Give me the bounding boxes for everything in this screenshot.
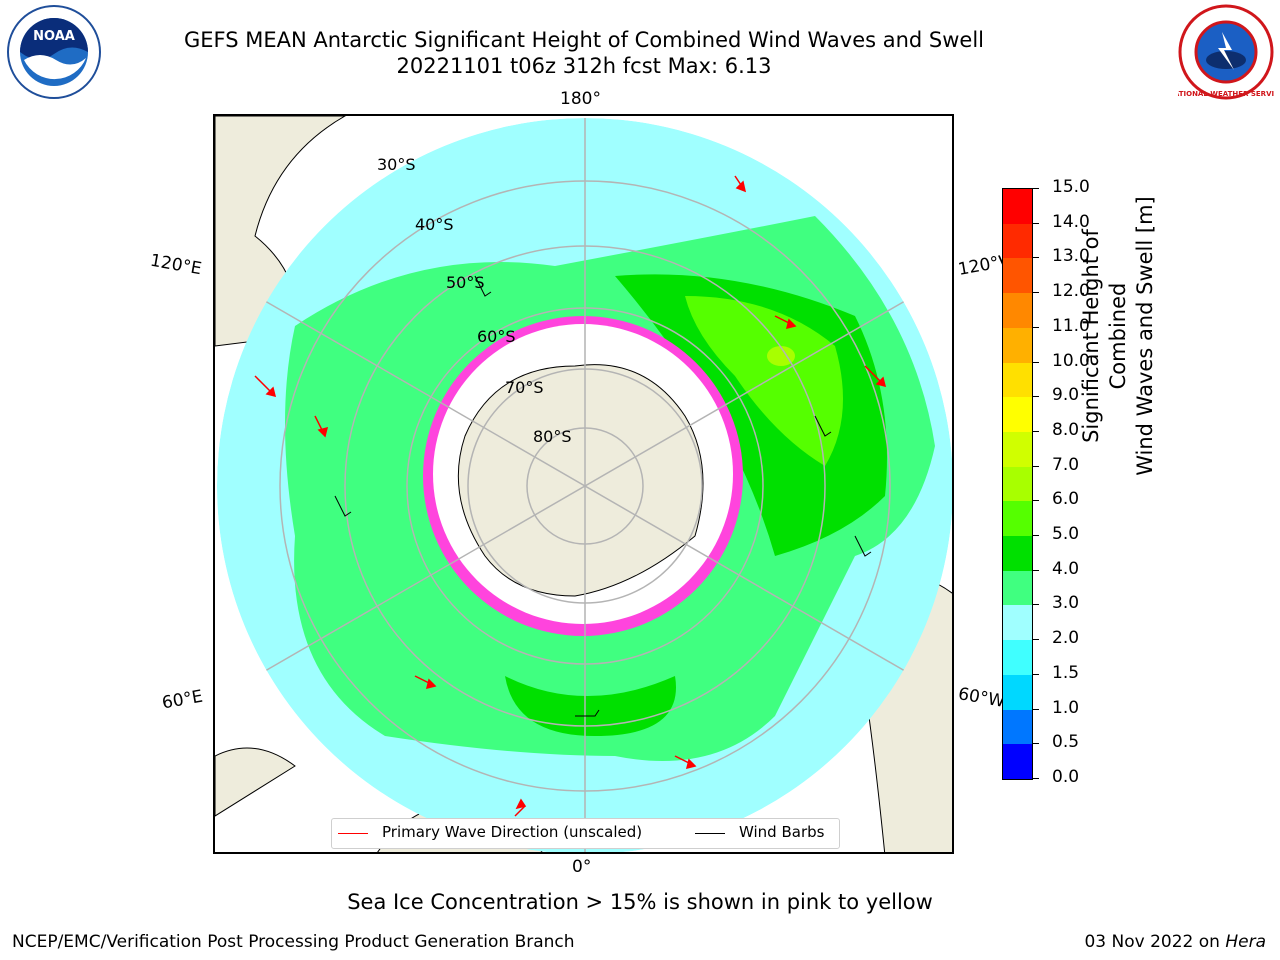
colorbar-tick-mark xyxy=(1033,743,1039,745)
colorbar-tick-label: 10.0 xyxy=(1052,350,1090,371)
colorbar-segment xyxy=(1003,189,1032,224)
colorbar-segment xyxy=(1003,327,1032,363)
colorbar-segment xyxy=(1003,258,1032,294)
lon-label-0: 0° xyxy=(572,857,592,877)
colorbar-tick-mark xyxy=(1033,708,1039,710)
legend-wave-label: Primary Wave Direction (unscaled) xyxy=(382,823,643,841)
colorbar-tick-label: 8.0 xyxy=(1052,419,1080,440)
colorbar-segment xyxy=(1003,709,1032,745)
lon-label-120e: 120°E xyxy=(148,250,204,280)
colorbar-tick-mark xyxy=(1033,535,1039,537)
colorbar-tick-mark xyxy=(1033,430,1039,432)
colorbar-tick-label: 15.0 xyxy=(1052,177,1090,197)
colorbar-tick-label: 0.5 xyxy=(1052,732,1080,753)
antarctica-landmass xyxy=(457,364,704,597)
legend-wind-label: Wind Barbs xyxy=(739,823,825,841)
lat-label-80s: 80°S xyxy=(533,427,572,446)
lat-label-30s: 30°S xyxy=(377,155,416,174)
colorbar-segment xyxy=(1003,640,1032,675)
colorbar-tick-mark xyxy=(1033,188,1039,189)
colorbar-tick-mark xyxy=(1033,639,1039,641)
legend-wave-swatch xyxy=(338,833,368,834)
footer-date-text: 03 Nov 2022 on xyxy=(1084,932,1226,952)
colorbar-segment xyxy=(1003,570,1032,606)
lat-label-50s: 50°S xyxy=(446,273,485,292)
lon-label-60w: 60°W xyxy=(956,684,1007,712)
wave-zone-3-4m-west xyxy=(295,536,375,622)
colorbar-label: Significant Height of Combined Wind Wave… xyxy=(1078,186,1159,486)
footer-credit: NCEP/EMC/Verification Post Processing Pr… xyxy=(12,932,575,952)
colorbar-tick-mark xyxy=(1033,222,1039,224)
lat-label-40s: 40°S xyxy=(415,215,454,234)
madagascar-landmass xyxy=(215,747,296,817)
colorbar-segment xyxy=(1003,744,1032,779)
map-legend: Primary Wave Direction (unscaled) Wind B… xyxy=(331,818,840,849)
legend-wind-swatch xyxy=(695,833,725,834)
colorbar-tick-label: 14.0 xyxy=(1052,211,1090,232)
colorbar-tick-label: 11.0 xyxy=(1052,315,1090,336)
colorbar-tick-mark xyxy=(1033,604,1039,606)
noaa-logo-icon: NOAA xyxy=(7,5,101,99)
colorbar-tick-mark xyxy=(1033,778,1039,779)
colorbar-segment xyxy=(1003,501,1032,537)
colorbar-tick-mark xyxy=(1033,257,1039,259)
colorbar-segment xyxy=(1003,674,1032,710)
sea-ice-note: Sea Ice Concentration > 15% is shown in … xyxy=(347,890,933,914)
colorbar-segment xyxy=(1003,397,1032,432)
wind-barbs xyxy=(334,275,872,717)
colorbar-tick-mark xyxy=(1033,361,1039,363)
lon-label-60e: 60°E xyxy=(160,686,205,714)
polar-map: 30°S 40°S 50°S 60°S 70°S 80°S xyxy=(215,116,952,852)
colorbar-segment xyxy=(1003,431,1032,467)
colorbar-tick-mark xyxy=(1033,673,1039,675)
colorbar-tick-mark xyxy=(1033,326,1039,328)
colorbar-tick-label: 13.0 xyxy=(1052,246,1090,267)
wave-zone-6-7m xyxy=(767,346,795,366)
colorbar-tick-mark xyxy=(1033,569,1039,571)
lat-label-70s: 70°S xyxy=(505,378,544,397)
colorbar-tick-label: 3.0 xyxy=(1052,593,1080,614)
nws-logo-text: NATIONAL WEATHER SERVICE xyxy=(1178,90,1274,98)
colorbar-tick-label: 6.0 xyxy=(1052,489,1080,510)
colorbar xyxy=(1002,188,1033,780)
colorbar-tick-mark xyxy=(1033,292,1039,294)
national-weather-service-logo-icon: NATIONAL WEATHER SERVICE xyxy=(1178,4,1274,100)
lon-label-180: 180° xyxy=(560,89,601,109)
colorbar-segment xyxy=(1003,223,1032,259)
colorbar-tick-mark xyxy=(1033,500,1039,502)
colorbar-tick-label: 4.0 xyxy=(1052,558,1080,579)
colorbar-label-line2: Wind Waves and Swell [m] xyxy=(1133,196,1157,476)
colorbar-tick-label: 1.5 xyxy=(1052,662,1080,683)
colorbar-segment xyxy=(1003,293,1032,328)
lat-label-60s: 60°S xyxy=(477,327,516,346)
map-panel: 30°S 40°S 50°S 60°S 70°S 80°S xyxy=(213,114,954,854)
colorbar-tick-label: 0.0 xyxy=(1052,767,1080,787)
chart-title: GEFS MEAN Antarctic Significant Height o… xyxy=(183,28,985,52)
graticule xyxy=(217,118,952,852)
colorbar-tick-mark xyxy=(1033,396,1039,398)
colorbar-tick-label: 7.0 xyxy=(1052,454,1080,475)
colorbar-segment xyxy=(1003,536,1032,571)
colorbar-tick-label: 12.0 xyxy=(1052,281,1090,302)
colorbar-label-line1: Significant Height of Combined xyxy=(1079,229,1130,443)
footer-host: Hera xyxy=(1225,932,1266,952)
wave-direction-arrows xyxy=(254,175,887,817)
footer-date: 03 Nov 2022 on Hera xyxy=(1084,932,1266,952)
colorbar-tick-label: 2.0 xyxy=(1052,628,1080,649)
noaa-logo-text: NOAA xyxy=(33,29,75,44)
colorbar-tick-label: 5.0 xyxy=(1052,524,1080,545)
wave-zone-5-6m xyxy=(685,296,843,466)
colorbar-tick-label: 1.0 xyxy=(1052,697,1080,718)
colorbar-tick-label: 9.0 xyxy=(1052,385,1080,406)
colorbar-segment xyxy=(1003,466,1032,502)
colorbar-tick-mark xyxy=(1033,465,1039,467)
colorbar-segment xyxy=(1003,605,1032,641)
colorbar-segment xyxy=(1003,362,1032,398)
chart-subtitle: 20221101 t06z 312h fcst Max: 6.13 xyxy=(396,54,772,78)
